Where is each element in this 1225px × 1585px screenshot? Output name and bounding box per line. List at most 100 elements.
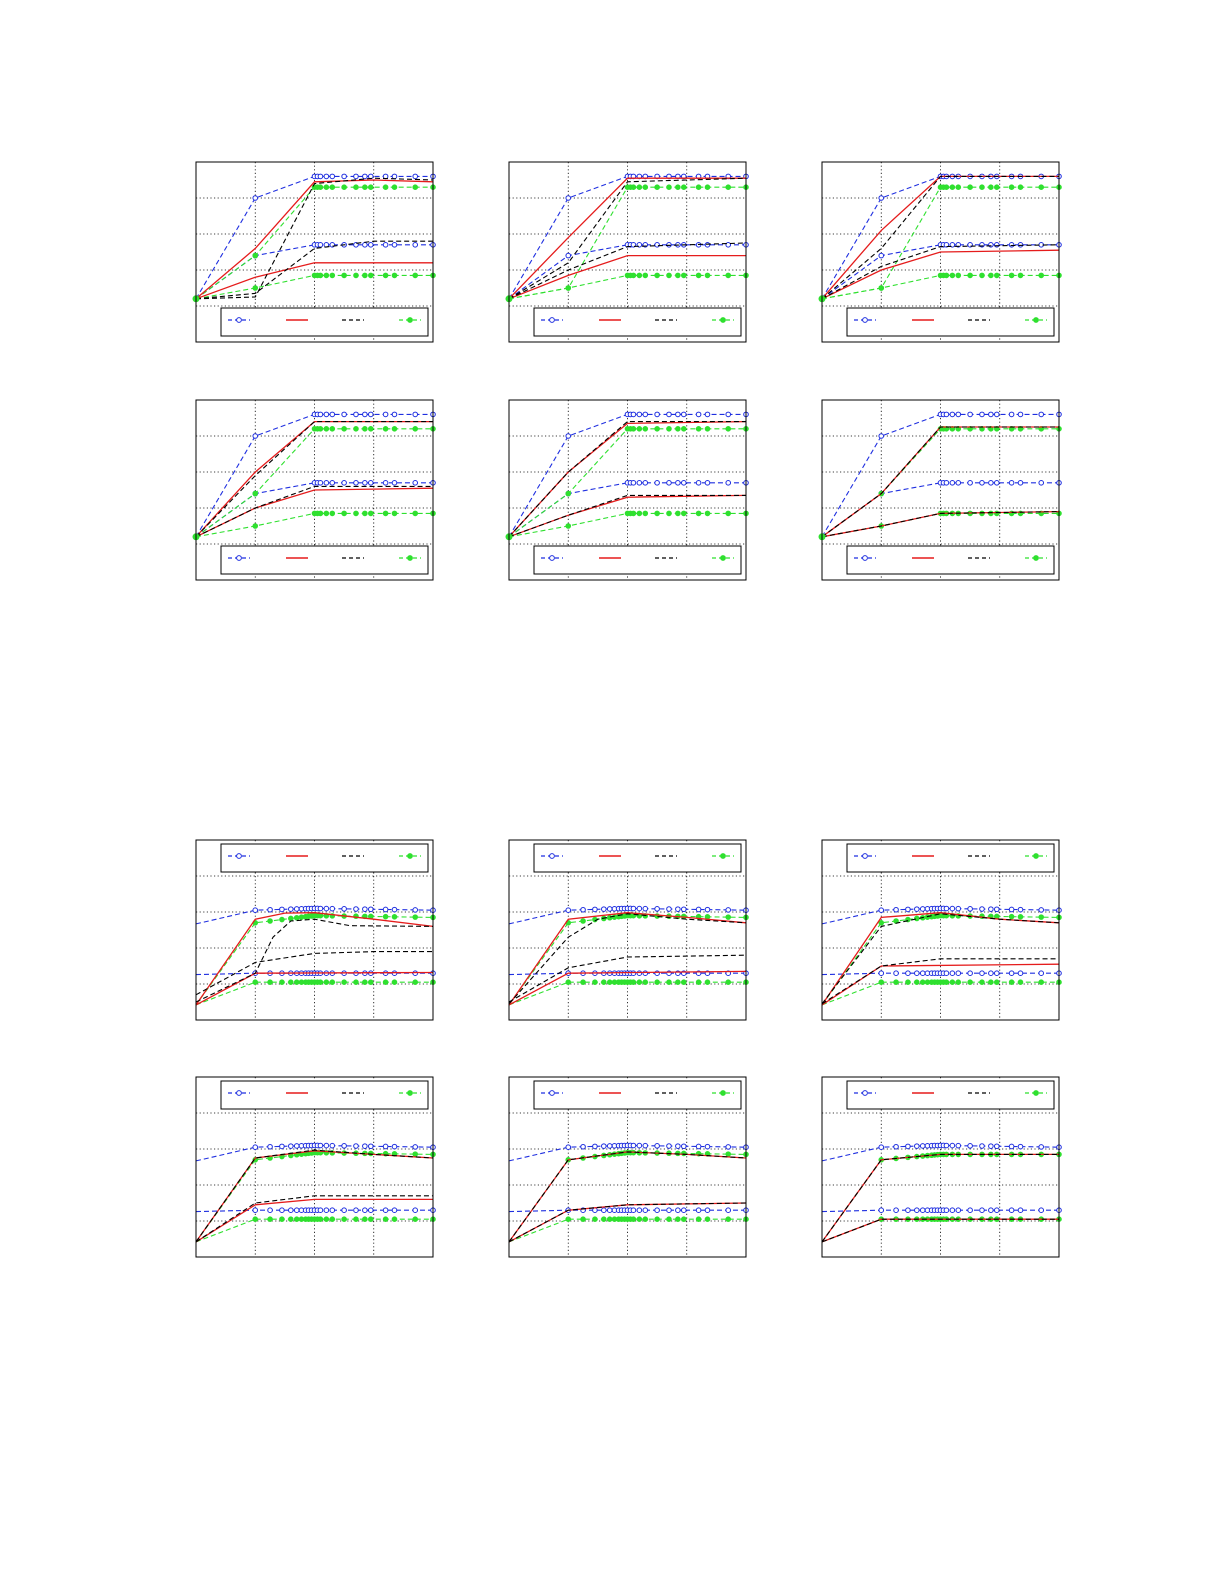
legend-box	[533, 1080, 742, 1110]
data-point-marker	[412, 979, 419, 985]
data-point-marker	[341, 1143, 347, 1149]
data-point-marker	[943, 1207, 950, 1213]
legend-entry	[1025, 1090, 1047, 1096]
data-point-marker	[382, 184, 389, 191]
data-point-marker	[666, 272, 672, 279]
data-point-marker	[382, 1207, 389, 1213]
data-point-marker	[636, 1207, 643, 1213]
legend	[533, 843, 742, 873]
legend-marker-sample	[862, 555, 868, 561]
series-line	[821, 175, 1059, 300]
data-point-marker	[592, 906, 598, 913]
data-point-marker	[341, 906, 347, 912]
data-point-marker	[323, 272, 330, 279]
legend-marker-sample	[236, 317, 242, 323]
data-point-marker	[329, 426, 336, 432]
data-point-marker	[725, 1216, 732, 1222]
data-point-marker	[412, 1144, 419, 1150]
data-point-marker	[725, 242, 732, 248]
series-line	[195, 240, 433, 300]
data-point-marker	[279, 1143, 285, 1150]
data-point-marker	[382, 510, 389, 517]
data-point-marker	[695, 979, 702, 985]
data-point-marker	[565, 195, 572, 201]
series-line	[508, 494, 746, 538]
data-point-marker	[630, 426, 637, 432]
data-point-marker	[919, 1143, 926, 1149]
data-point-marker	[642, 426, 649, 432]
data-point-marker	[680, 1143, 687, 1150]
data-point-marker	[329, 510, 336, 517]
data-point-marker	[341, 173, 347, 180]
series-line	[195, 1195, 433, 1243]
data-point-marker	[367, 272, 374, 279]
data-point-marker	[367, 411, 374, 418]
data-point-marker	[293, 1207, 300, 1213]
data-point-marker	[988, 480, 994, 486]
data-point-marker	[666, 1216, 672, 1222]
series-line	[508, 1144, 747, 1162]
data-point-marker	[606, 906, 613, 912]
data-point-marker	[654, 1207, 660, 1213]
legend-entry	[399, 1090, 421, 1096]
data-point-marker	[323, 979, 330, 985]
data-point-marker	[630, 1207, 637, 1213]
legend-entry	[712, 555, 734, 561]
data-point-marker	[905, 906, 911, 913]
data-point-marker	[636, 1142, 643, 1149]
data-point-marker	[367, 242, 374, 248]
data-point-marker	[1038, 1144, 1045, 1150]
legend-entry	[228, 317, 250, 323]
legend-marker-sample	[720, 555, 726, 561]
data-point-marker	[680, 1207, 687, 1213]
data-point-marker	[979, 184, 985, 191]
chart-3	[818, 161, 1062, 343]
legend-marker-sample	[862, 853, 868, 859]
data-point-marker	[367, 510, 374, 517]
data-point-marker	[382, 411, 389, 418]
data-point-marker	[988, 979, 994, 985]
data-point-marker	[353, 480, 359, 486]
data-point-marker	[565, 285, 572, 291]
data-point-marker	[919, 979, 926, 985]
data-point-marker	[993, 979, 1000, 985]
legend	[220, 307, 429, 337]
legend-marker-sample	[549, 317, 555, 323]
data-point-marker	[565, 907, 572, 913]
data-point-marker	[654, 184, 660, 191]
data-point-marker	[680, 480, 687, 486]
legend-entry	[399, 853, 421, 859]
data-point-marker	[680, 1150, 687, 1157]
chart-4	[192, 399, 436, 581]
plot-frame	[508, 399, 747, 581]
data-point-marker	[1008, 906, 1015, 913]
data-point-marker	[252, 433, 259, 439]
data-point-marker	[362, 242, 368, 248]
series-line	[821, 426, 1059, 538]
data-point-marker	[695, 1216, 702, 1222]
data-point-marker	[606, 979, 613, 985]
data-point-marker	[293, 979, 300, 985]
data-point-marker	[967, 1207, 973, 1213]
data-point-marker	[704, 510, 711, 517]
data-point-marker	[725, 411, 732, 418]
data-point-marker	[1038, 411, 1045, 418]
data-point-marker	[1008, 979, 1015, 985]
data-point-marker	[993, 510, 1000, 517]
data-point-marker	[675, 979, 681, 985]
data-point-marker	[993, 1143, 1000, 1150]
series-line	[508, 912, 747, 1006]
chart-7	[195, 839, 436, 1021]
data-point-marker	[382, 426, 389, 432]
data-point-marker	[412, 173, 419, 180]
data-point-marker	[675, 272, 681, 279]
data-point-marker	[993, 411, 1000, 418]
data-point-marker	[704, 480, 711, 486]
data-point-marker	[725, 510, 732, 517]
data-point-marker	[725, 184, 732, 191]
data-point-marker	[680, 184, 687, 191]
data-point-marker	[914, 970, 920, 976]
data-point-marker	[967, 184, 973, 191]
chart-2	[505, 161, 749, 343]
data-point-marker	[630, 1216, 637, 1222]
